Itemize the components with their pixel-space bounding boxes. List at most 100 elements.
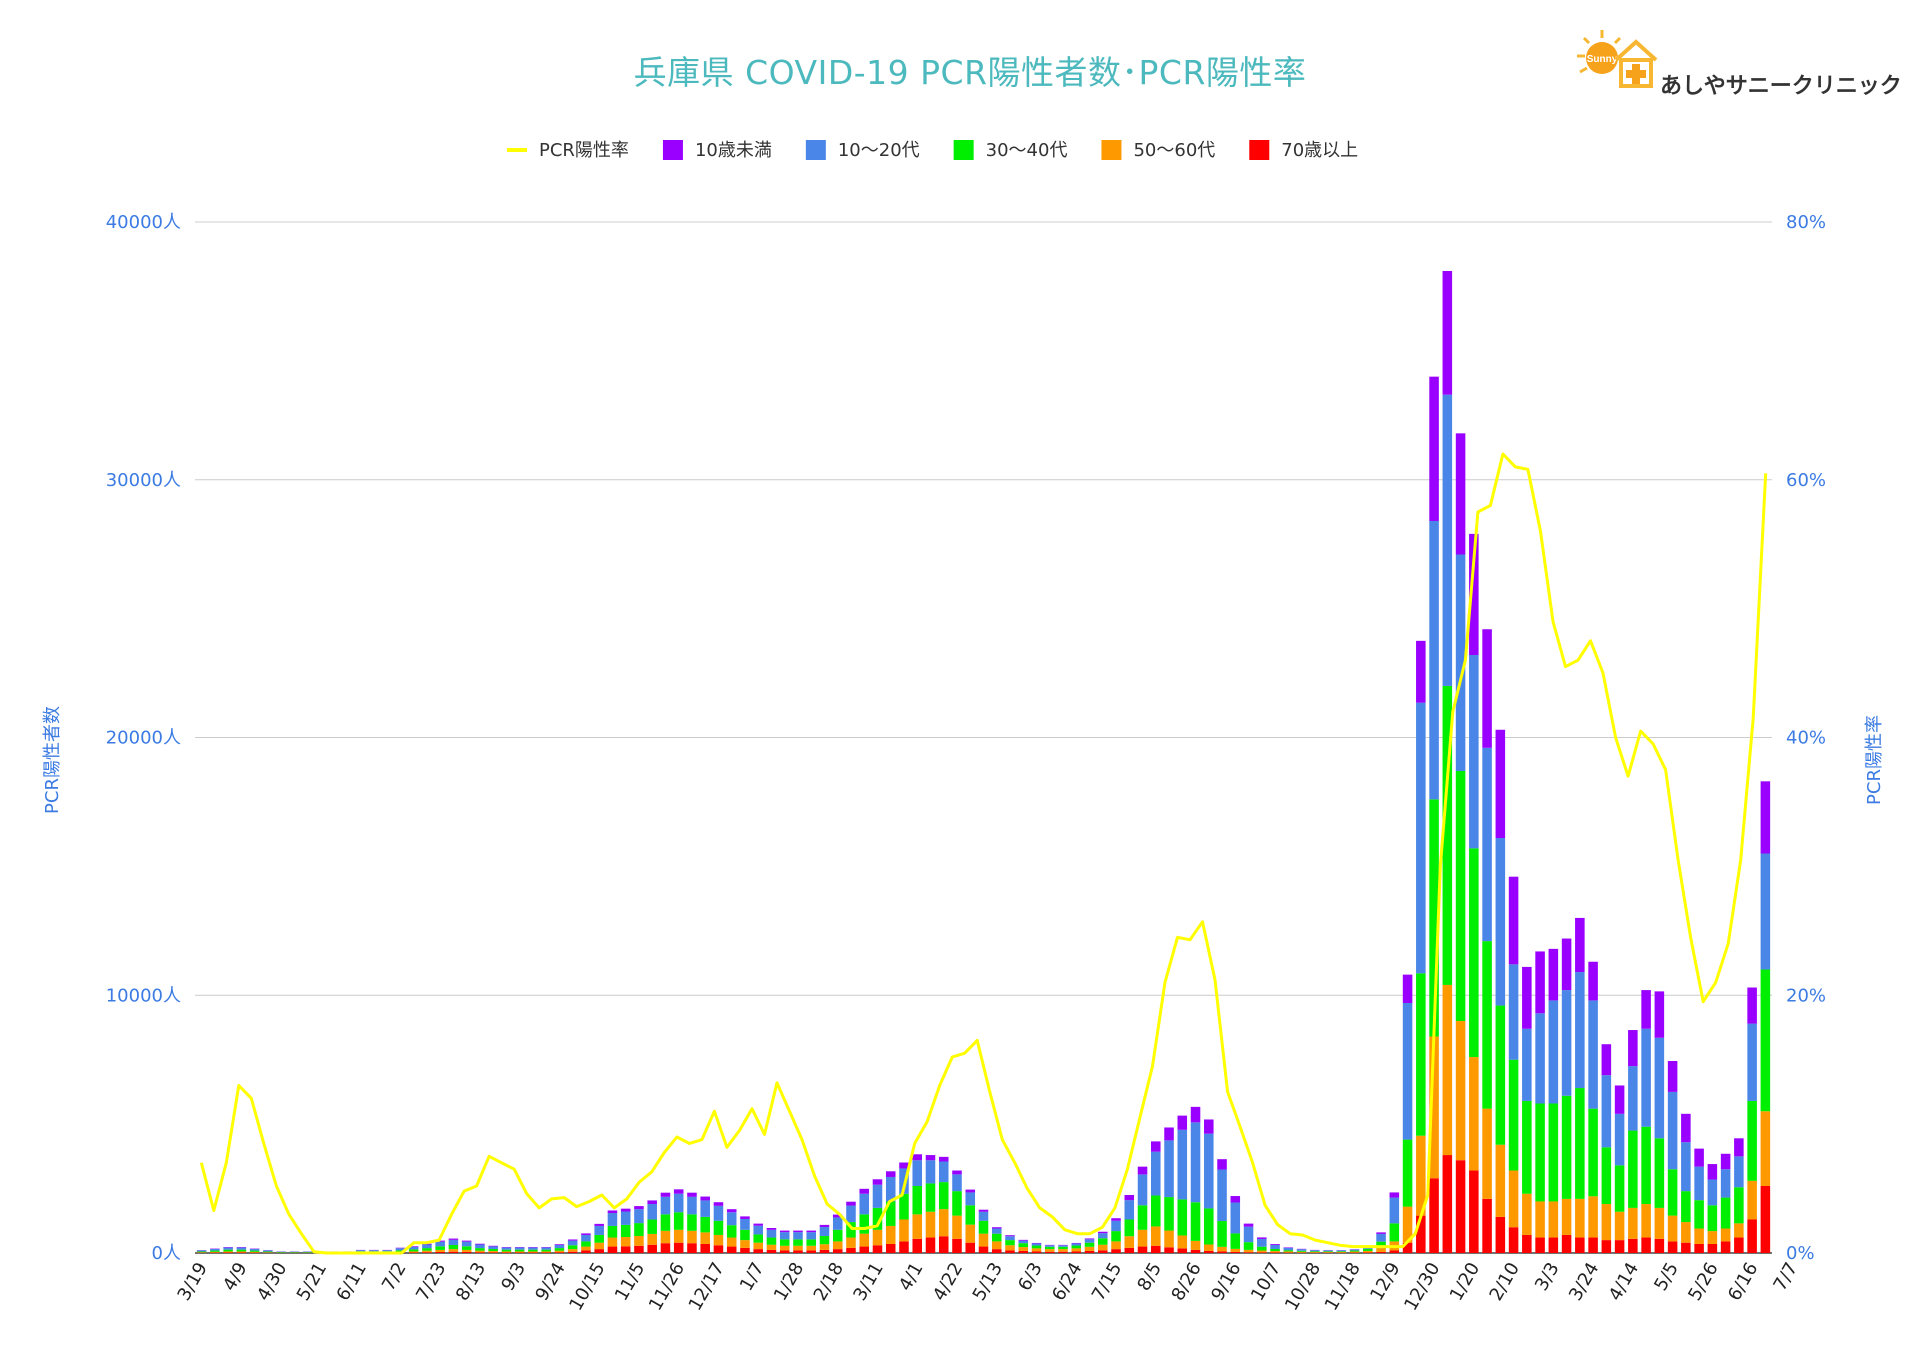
x-tick-label: 2/10 [1486,1259,1524,1305]
bar-segment [1044,1249,1055,1252]
bar-segment [885,1176,896,1202]
bar-segment [647,1200,657,1205]
bar-segment [567,1240,578,1246]
bar-segment [1097,1250,1108,1253]
bar-segment [1257,1237,1267,1239]
x-tick-label: 9/24 [531,1259,569,1305]
bar-segment [1031,1248,1042,1252]
bar-segment [1482,941,1492,1109]
bar-segment [528,1247,538,1248]
bar-segment [832,1214,843,1218]
bar-segment [925,1237,936,1253]
bar-segment [1376,1251,1386,1253]
bar-segment [1455,1160,1466,1253]
bar-segment [726,1246,737,1253]
bar-segment [1495,838,1506,1006]
bar-segment [806,1239,816,1246]
bar-segment [1402,974,1413,1003]
bar-segment [1508,1059,1519,1171]
bar-segment [899,1193,909,1220]
bar-segment [435,1241,445,1247]
bar-segment [991,1227,1002,1229]
bar-segment [1111,1231,1121,1242]
bar-segment [1031,1245,1042,1249]
bar-segment [1363,1252,1373,1253]
bar-segment [302,1252,313,1253]
bar-segment [713,1245,724,1253]
bar-segment [1601,1240,1612,1253]
x-tick-label: 11/26 [645,1259,689,1314]
bar-segment [1111,1220,1121,1232]
bar-segment [488,1252,498,1253]
bar-segment [475,1250,485,1253]
bar-segment [620,1211,631,1225]
bar-segment [1270,1244,1280,1250]
bar-segment [581,1234,591,1242]
bar-segment [1588,1000,1598,1109]
x-tick-label: 1/7 [736,1259,769,1295]
bar-segment [1416,640,1426,703]
legend: PCR陽性率 10歳未満 10〜20代 30〜40代 50〜60代 70歳以上 [507,140,1358,161]
bar-segment [687,1214,697,1231]
y-tick-label-left: 30000人 [106,470,181,491]
bar-segment [832,1217,843,1230]
bar-segment [1707,1164,1718,1180]
bar-segment [1270,1243,1280,1245]
bar-segment [1628,1238,1638,1253]
bar-segment [1296,1251,1307,1253]
bar-segment [1084,1250,1095,1253]
x-tick-label: 3/19 [174,1259,212,1305]
bar-segment [1747,1219,1757,1253]
bar-segment [1124,1219,1135,1237]
bar-segment [1151,1151,1161,1196]
bar-segment [1575,972,1585,1089]
bar-segment [501,1251,512,1253]
bar-segment [713,1202,724,1206]
bar-segment [1548,1237,1559,1253]
bar-segment [1522,1234,1532,1253]
bar-segment [210,1250,220,1252]
bar-segment [541,1252,551,1253]
bar-segment [740,1247,750,1253]
bar-segment [1681,1222,1691,1243]
bar-segment [1734,1156,1744,1188]
bar-segment [1601,1044,1612,1076]
x-tick-label: 10/7 [1247,1259,1285,1305]
bar-segment [952,1174,962,1192]
bar-segment [276,1251,286,1253]
x-tick-label: 9/16 [1207,1259,1245,1305]
bar-segment [1535,1013,1545,1104]
bar-segment [196,1251,207,1253]
bar-segment [501,1247,512,1248]
x-tick-label: 3/24 [1565,1259,1603,1305]
bar-segment [1164,1230,1174,1248]
bar-segment [541,1249,551,1252]
bar-segment [1164,1247,1174,1253]
x-axis: 3/19 4/9 4/30 5/21 6/11 7/2 7/23 8/13 9/3 9/2410/… [174,1259,1803,1314]
x-tick-label: 6/11 [333,1259,371,1305]
bar-segment [1442,394,1453,686]
x-tick-label: 1/28 [770,1259,808,1305]
bar-segment [634,1209,644,1224]
bar-segment [1018,1243,1029,1248]
legend-swatch [953,140,974,160]
bar-segment [938,1236,949,1253]
bar-segment [1455,1021,1466,1161]
bar-segment [607,1237,618,1247]
bar-segment [1681,1113,1691,1143]
bar-segment [965,1189,976,1193]
bar-segment [554,1252,565,1253]
bar-segment [1204,1133,1214,1209]
bar-segment [594,1242,604,1250]
bar-segment [1654,1238,1665,1253]
bar-segment [753,1223,763,1226]
bar-segment [925,1183,936,1212]
bar-segment [501,1247,512,1250]
bar-segment [594,1234,604,1243]
bar-segment [1455,433,1466,555]
bar-segment [1097,1233,1108,1239]
bar-segment [554,1250,565,1253]
bar-segment [1296,1250,1307,1252]
bar-segment [1336,1251,1347,1253]
bar-segment [991,1233,1002,1242]
